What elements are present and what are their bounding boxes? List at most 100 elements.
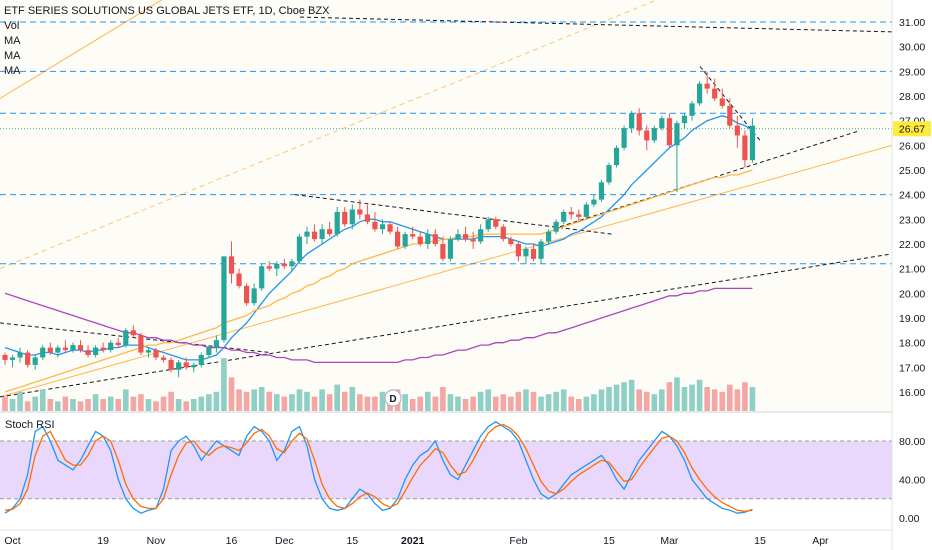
candle — [712, 78, 718, 101]
price-tick-label: 31.00 — [899, 17, 925, 29]
candle — [621, 125, 627, 151]
candle-body — [561, 211, 567, 222]
event-marker[interactable]: D — [384, 389, 402, 407]
volume-bar — [198, 396, 205, 411]
candle-body — [274, 263, 280, 269]
rsi-tick-label: 40.00 — [899, 475, 925, 487]
candle — [115, 337, 121, 348]
volume-bar — [304, 391, 310, 411]
volume-bar — [598, 389, 605, 411]
candle — [236, 268, 242, 289]
symbol-title[interactable]: ETF SERIES SOLUTIONS US GLOBAL JETS ETF,… — [4, 5, 330, 17]
candle — [651, 125, 657, 143]
volume-bar — [70, 399, 76, 411]
stoch-rsi-label[interactable]: Stoch RSI — [5, 419, 55, 431]
volume-bar — [243, 391, 250, 411]
volume-bar — [636, 389, 642, 411]
candle — [598, 179, 605, 203]
candle-body — [447, 239, 454, 259]
candle — [198, 352, 204, 368]
candle-body — [311, 231, 318, 240]
candle-body — [266, 266, 272, 269]
candle-body — [387, 224, 393, 232]
volume-bar — [289, 394, 295, 411]
candle-body — [727, 105, 733, 126]
volume-bar — [568, 396, 575, 411]
candle — [183, 357, 189, 370]
candle — [364, 204, 370, 225]
volume-bar — [455, 396, 461, 411]
candle-body — [395, 231, 401, 247]
volume-bar — [704, 387, 710, 411]
price-tick-label: 25.00 — [899, 165, 925, 177]
volume-bar — [727, 384, 733, 411]
candle — [395, 226, 401, 249]
candle-body — [160, 357, 167, 360]
candle-body — [402, 234, 408, 247]
trendline-top — [299, 16, 893, 33]
candle — [108, 340, 114, 353]
volume-bar — [643, 391, 650, 411]
price-scale-background — [892, 0, 932, 550]
volume-bar — [681, 387, 688, 411]
candle-body — [553, 221, 559, 232]
candle — [93, 345, 99, 358]
candle — [130, 325, 136, 338]
candle-body — [734, 125, 740, 136]
candle-body — [70, 345, 76, 351]
volume-bar — [583, 396, 590, 411]
date-tick-label: 15 — [346, 535, 358, 547]
price-tick-label: 24.00 — [899, 190, 925, 202]
volume-bar — [190, 399, 197, 411]
candle — [153, 347, 159, 360]
candle — [697, 81, 703, 106]
candle-body — [591, 199, 597, 205]
candle — [145, 347, 152, 358]
candle-body — [704, 83, 710, 89]
candle — [666, 113, 672, 148]
candle-body — [319, 229, 325, 240]
candle-body — [659, 118, 665, 129]
volume-bar — [372, 396, 378, 411]
candle — [561, 209, 567, 225]
legend-ma-2[interactable]: MA — [4, 50, 21, 62]
candle-body — [213, 340, 219, 348]
rsi-tick-label: 0.00 — [899, 513, 920, 525]
legend-ma-1[interactable]: MA — [4, 35, 21, 47]
legend-vol[interactable]: Vol — [4, 20, 20, 32]
candle-body — [115, 342, 121, 346]
candle-body — [666, 118, 672, 146]
volume-bar — [266, 391, 273, 411]
candle-body — [515, 244, 521, 257]
volume-bar — [123, 389, 129, 411]
candle — [274, 261, 280, 277]
price-tick-label: 20.00 — [899, 288, 925, 300]
moving-average-2 — [4, 169, 753, 393]
volume-bar — [77, 401, 84, 411]
legend-ma-3[interactable]: MA — [4, 65, 21, 77]
candle — [357, 199, 363, 220]
date-tick-label: 19 — [97, 535, 109, 547]
volume-bar — [92, 394, 99, 411]
volume-bar — [545, 394, 552, 411]
price-tick-label: 28.00 — [899, 91, 925, 103]
candle — [266, 261, 272, 272]
candle-body — [719, 98, 725, 106]
candle-body — [629, 113, 635, 129]
volume-bar — [696, 379, 703, 411]
date-tick-label: 16 — [226, 535, 238, 547]
volume-bar — [85, 399, 91, 411]
candle-body — [138, 335, 144, 353]
candle-body — [349, 209, 355, 225]
volume-bar — [2, 396, 8, 411]
volume-bar — [145, 399, 152, 411]
volume-bar — [281, 396, 288, 411]
price-tick-label: 29.00 — [899, 66, 925, 78]
candle-body — [606, 165, 612, 183]
candle-body — [77, 345, 84, 351]
candle — [2, 352, 8, 365]
volume-bar — [175, 399, 182, 411]
date-tick-label: Feb — [509, 535, 527, 547]
candle-body — [236, 273, 242, 286]
